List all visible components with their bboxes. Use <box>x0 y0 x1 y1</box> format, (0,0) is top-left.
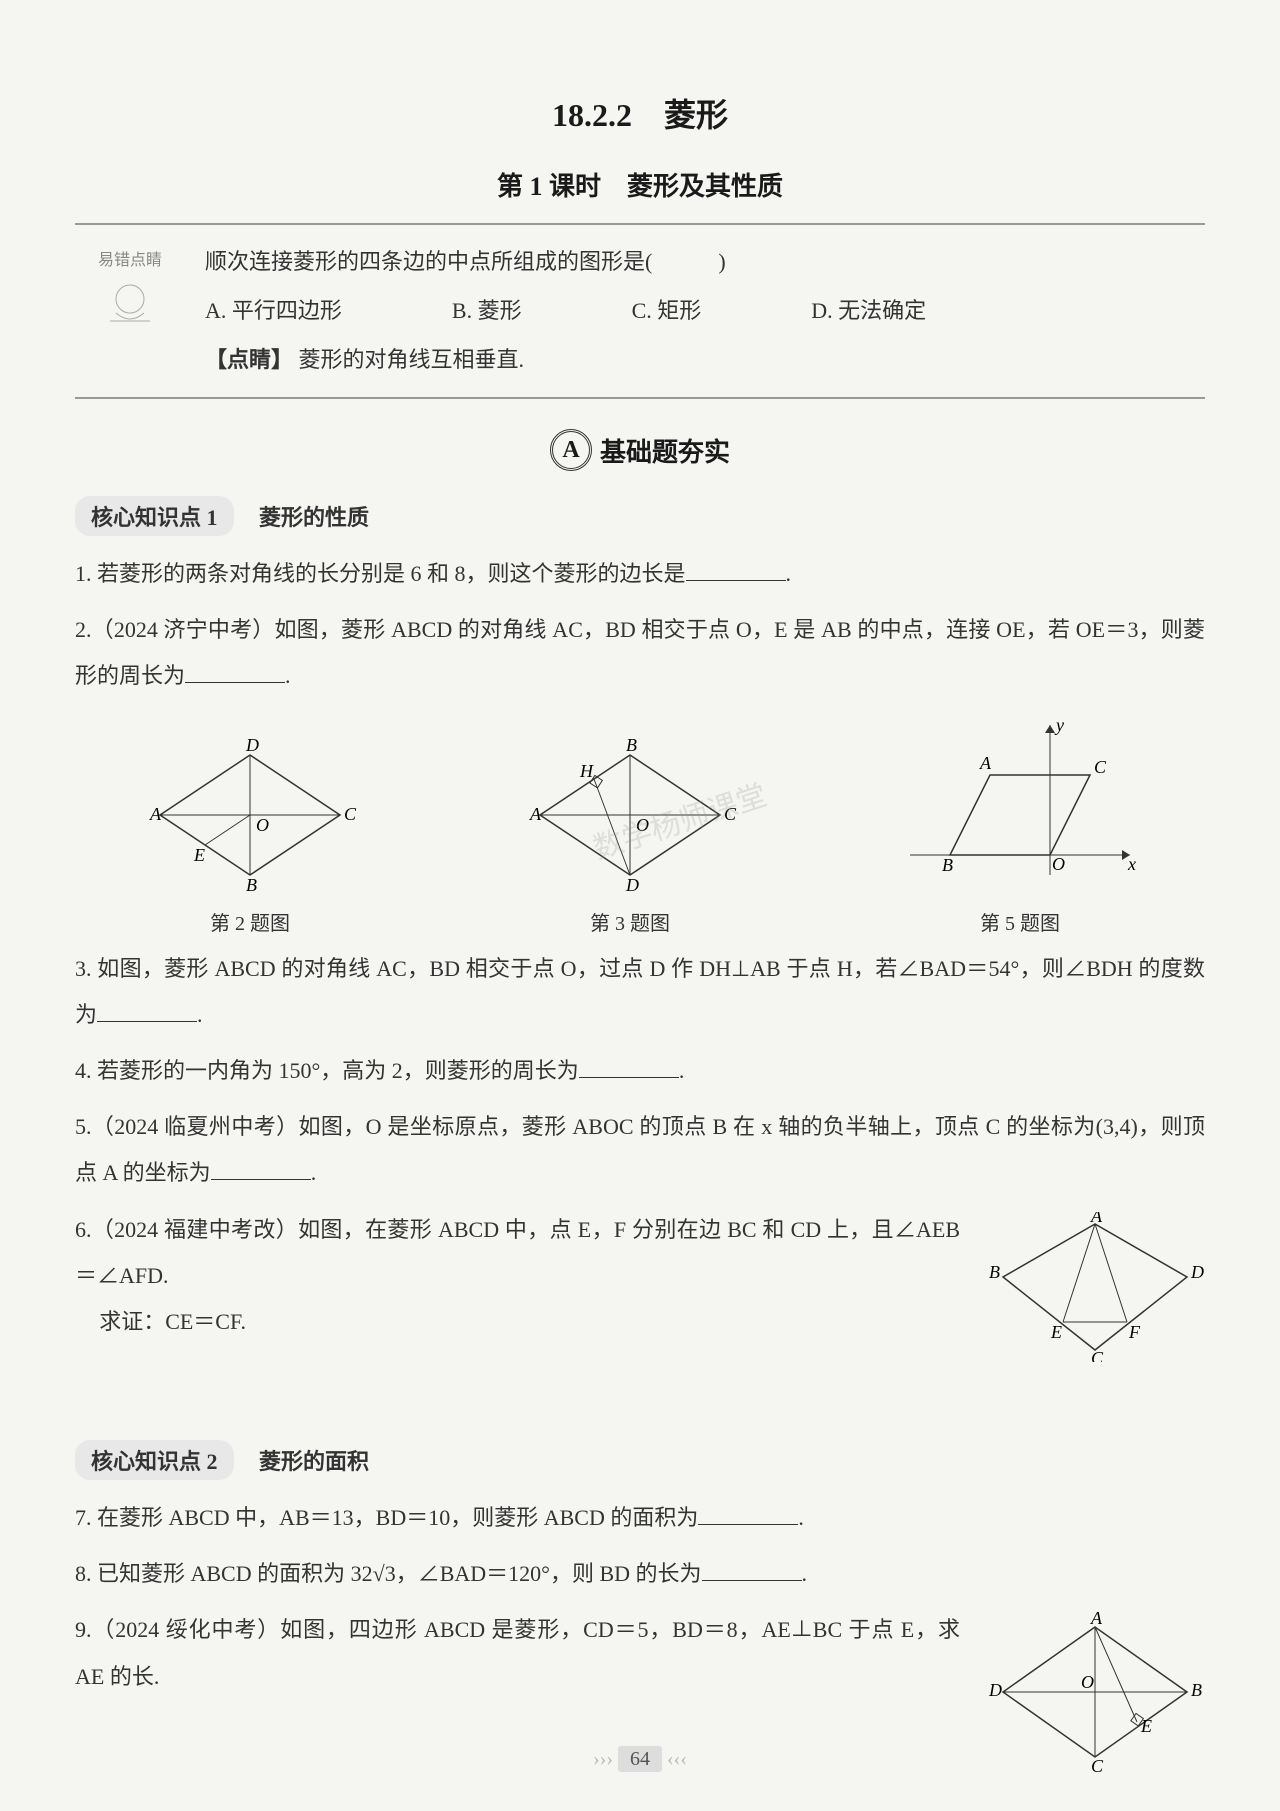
problem-1: 1. 若菱形的两条对角线的长分别是 6 和 8，则这个菱形的边长是. <box>75 551 1205 597</box>
p2-suffix: . <box>285 663 291 688</box>
blank <box>211 1158 311 1180</box>
p8-text: 8. 已知菱形 ABCD 的面积为 32√3，∠BAD＝120°，则 BD 的长… <box>75 1561 702 1586</box>
kn2-row: 核心知识点 2 菱形的面积 <box>75 1440 1205 1480</box>
svg-text:A: A <box>529 804 542 824</box>
tip-text: 菱形的对角线互相垂直. <box>299 347 525 372</box>
p9-text: 9.（2024 绥化中考）如图，四边形 ABCD 是菱形，CD＝5，BD＝8，A… <box>75 1617 960 1688</box>
error-question: 顺次连接菱形的四条边的中点所组成的图形是( ) <box>205 240 1205 284</box>
fig2-caption: 第 2 题图 <box>140 907 360 936</box>
svg-text:F: F <box>1128 1322 1141 1342</box>
svg-text:C: C <box>724 804 737 824</box>
kn1-title: 菱形的性质 <box>259 505 369 530</box>
p3-suffix: . <box>197 1002 203 1027</box>
page-num-value: 64 <box>618 1746 662 1772</box>
svg-text:A: A <box>979 753 992 773</box>
blank <box>579 1056 679 1078</box>
problem-7: 7. 在菱形 ABCD 中，AB＝13，BD＝10，则菱形 ABCD 的面积为. <box>75 1495 1205 1541</box>
svg-text:B: B <box>246 875 257 895</box>
kn1-tag: 核心知识点 1 <box>75 496 234 536</box>
kn2-title: 菱形的面积 <box>259 1449 369 1474</box>
problem-6: A B D C E F 6.（2024 福建中考改）如图，在菱形 ABCD 中，… <box>75 1207 1205 1416</box>
svg-text:D: D <box>245 735 259 755</box>
blank <box>97 1000 197 1022</box>
p3-text: 3. 如图，菱形 ABCD 的对角线 AC，BD 相交于点 O，过点 D 作 D… <box>75 956 1205 1027</box>
blank <box>702 1559 802 1581</box>
svg-text:E: E <box>193 845 205 865</box>
p1-text: 1. 若菱形的两条对角线的长分别是 6 和 8，则这个菱形的边长是 <box>75 561 686 586</box>
choice-d: D. 无法确定 <box>811 289 926 333</box>
fig3-caption: 第 3 题图 <box>520 907 740 936</box>
main-title: 18.2.2 菱形 <box>75 90 1205 136</box>
svg-text:O: O <box>256 815 269 835</box>
tip-label: 【点睛】 <box>205 347 293 372</box>
svg-text:D: D <box>1190 1262 1204 1282</box>
fig-3: A C B D O H 第 3 题图 <box>520 735 740 936</box>
p4-suffix: . <box>679 1058 685 1083</box>
page-number: ››› 64 ‹‹‹ <box>0 1748 1280 1771</box>
svg-text:A: A <box>149 804 162 824</box>
svg-text:O: O <box>1052 854 1065 874</box>
blank <box>698 1503 798 1525</box>
p4-text: 4. 若菱形的一内角为 150°，高为 2，则菱形的周长为 <box>75 1058 579 1083</box>
icon-label: 易错点睛 <box>98 251 162 269</box>
error-point-box: 易错点睛 顺次连接菱形的四条边的中点所组成的图形是( ) A. 平行四边形 B.… <box>75 223 1205 399</box>
svg-text:O: O <box>1081 1672 1094 1692</box>
svg-text:D: D <box>988 1680 1002 1700</box>
fig5-caption: 第 5 题图 <box>900 907 1140 936</box>
blank <box>185 661 285 683</box>
circle-a-icon: A <box>550 429 592 471</box>
error-point-icon: 易错点睛 <box>75 240 185 330</box>
svg-text:E: E <box>1050 1322 1062 1342</box>
error-choices: A. 平行四边形 B. 菱形 C. 矩形 D. 无法确定 <box>205 289 1205 333</box>
title-block: 18.2.2 菱形 第 1 课时 菱形及其性质 <box>75 90 1205 203</box>
p8-suffix: . <box>802 1561 808 1586</box>
svg-text:A: A <box>1090 1212 1103 1226</box>
svg-text:C: C <box>1094 757 1107 777</box>
svg-text:E: E <box>1140 1716 1152 1736</box>
p5-suffix: . <box>311 1160 317 1185</box>
fig-6: A B D C E F <box>985 1212 1205 1377</box>
p7-suffix: . <box>798 1505 804 1530</box>
section-a-title: 基础题夯实 <box>600 432 730 469</box>
problem-4: 4. 若菱形的一内角为 150°，高为 2，则菱形的周长为. <box>75 1048 1205 1094</box>
problem-8: 8. 已知菱形 ABCD 的面积为 32√3，∠BAD＝120°，则 BD 的长… <box>75 1551 1205 1597</box>
svg-text:C: C <box>1091 1348 1104 1362</box>
fig-2: A C D B O E 第 2 题图 <box>140 735 360 936</box>
svg-text:C: C <box>344 804 357 824</box>
svg-text:D: D <box>625 875 639 895</box>
svg-text:x: x <box>1127 854 1136 874</box>
section-a-header: A 基础题夯实 <box>75 429 1205 471</box>
choice-a: A. 平行四边形 <box>205 289 342 333</box>
p7-text: 7. 在菱形 ABCD 中，AB＝13，BD＝10，则菱形 ABCD 的面积为 <box>75 1505 698 1530</box>
svg-text:O: O <box>636 815 649 835</box>
svg-text:B: B <box>989 1262 1000 1282</box>
svg-text:A: A <box>1090 1612 1103 1628</box>
sub-title: 第 1 课时 菱形及其性质 <box>75 166 1205 203</box>
problem-5: 5.（2024 临夏州中考）如图，O 是坐标原点，菱形 ABOC 的顶点 B 在… <box>75 1104 1205 1196</box>
problem-2: 2.（2024 济宁中考）如图，菱形 ABCD 的对角线 AC，BD 相交于点 … <box>75 607 1205 699</box>
problem-3: 3. 如图，菱形 ABCD 的对角线 AC，BD 相交于点 O，过点 D 作 D… <box>75 946 1205 1038</box>
figures-row-1: A C D B O E 第 2 题图 A C B D O H 第 3 题图 <box>75 715 1205 936</box>
choice-b: B. 菱形 <box>452 289 522 333</box>
kn1-row: 核心知识点 1 菱形的性质 <box>75 496 1205 536</box>
kn2-tag: 核心知识点 2 <box>75 1440 234 1480</box>
svg-text:B: B <box>942 855 953 875</box>
svg-text:B: B <box>626 735 637 755</box>
svg-text:B: B <box>1191 1680 1202 1700</box>
fig-5: O x y B A C 第 5 题图 <box>900 715 1140 936</box>
error-content: 顺次连接菱形的四条边的中点所组成的图形是( ) A. 平行四边形 B. 菱形 C… <box>205 240 1205 382</box>
choice-c: C. 矩形 <box>632 289 702 333</box>
blank <box>686 559 786 581</box>
svg-text:y: y <box>1054 715 1064 735</box>
svg-text:H: H <box>579 761 594 781</box>
